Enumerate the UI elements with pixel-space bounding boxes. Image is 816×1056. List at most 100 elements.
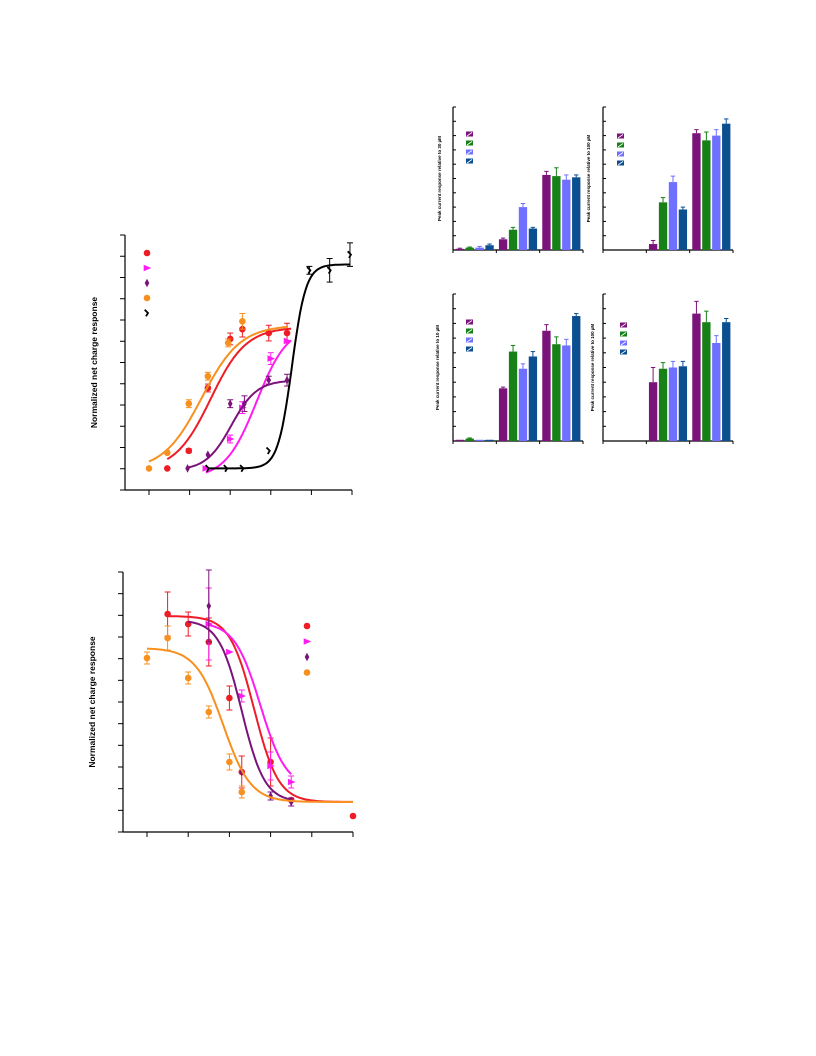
- data-point-triangle: [226, 648, 234, 656]
- data-point-diamond: [205, 450, 211, 459]
- data-point-circle: [164, 634, 171, 642]
- bar: [498, 388, 508, 441]
- y-axis-title: Peak current response relative to 10 µM: [435, 325, 440, 410]
- y-axis-title: Peak current response relative to 30 µM: [437, 136, 442, 221]
- bar: [572, 316, 581, 441]
- y-axis-title: Peak current response relative to 100 µM: [586, 135, 591, 223]
- data-point-circle: [349, 812, 357, 820]
- data-point-triangle: [267, 355, 276, 362]
- chart-bar-peak-current-100-top: Peak current response relative to 100 µM: [586, 106, 734, 253]
- data-point-circle: [163, 465, 171, 472]
- bar: [668, 182, 678, 250]
- legend-swatch-mark: [617, 143, 624, 148]
- data-point-circle: [265, 329, 273, 337]
- data-point-circle: [224, 339, 232, 347]
- bar: [528, 228, 538, 250]
- data-point-tick: [204, 464, 211, 473]
- legend-swatch-mark: [620, 350, 627, 355]
- data-point-circle: [283, 329, 291, 337]
- data-point-diamond: [206, 601, 212, 611]
- bar: [722, 322, 731, 441]
- bar: [508, 351, 518, 441]
- legend-swatch-mark: [466, 338, 473, 343]
- data-point-circle: [163, 449, 171, 457]
- fit-curve: [148, 326, 288, 463]
- bar: [542, 174, 551, 250]
- y-axis-title: Normalized net charge response: [89, 297, 99, 429]
- bar: [668, 367, 678, 441]
- legend-swatch-mark: [617, 134, 624, 139]
- bar: [465, 438, 474, 441]
- data-point-triangle: [226, 435, 235, 443]
- data-point-circle: [143, 654, 151, 662]
- data-point-circle: [143, 249, 151, 257]
- bar: [648, 244, 658, 250]
- data-point-diamond: [284, 375, 290, 385]
- data-point-diamond: [144, 278, 150, 288]
- data-point-circle: [303, 622, 311, 630]
- data-point-circle: [145, 465, 153, 472]
- bar: [678, 366, 688, 441]
- bar: [455, 248, 464, 250]
- data-point-tick: [265, 446, 271, 455]
- chart-bar-peak-current-10: Peak current response relative to 10 µM: [435, 293, 584, 444]
- bar: [475, 247, 484, 250]
- data-point-diamond: [227, 399, 233, 408]
- bar: [562, 179, 571, 250]
- fit-curve: [146, 647, 353, 803]
- bar: [552, 344, 561, 441]
- bar: [658, 202, 668, 250]
- data-point-circle: [226, 758, 233, 766]
- data-point-tick: [347, 250, 353, 259]
- data-point-tick: [144, 309, 150, 317]
- fit-curve: [188, 620, 292, 801]
- data-point-circle: [226, 694, 233, 702]
- data-point-triangle: [267, 762, 275, 770]
- y-axis-title: Peak current response relative to 100 µM: [590, 324, 595, 412]
- data-point-diamond: [268, 791, 273, 801]
- bar: [455, 439, 464, 441]
- legend-swatch-mark: [620, 332, 627, 337]
- data-point-triangle: [303, 638, 312, 645]
- chart-bar-peak-current-30: Peak current response relative to 30 µM: [437, 106, 584, 253]
- bar: [485, 245, 494, 250]
- bar: [475, 439, 484, 441]
- data-point-circle: [185, 447, 193, 455]
- legend-swatch-mark: [466, 141, 473, 146]
- bar: [678, 209, 688, 250]
- data-point-triangle: [238, 692, 247, 700]
- bar: [485, 439, 494, 441]
- bar: [692, 313, 701, 441]
- data-point-circle: [185, 400, 193, 407]
- data-point-circle: [204, 372, 212, 380]
- bar: [552, 176, 561, 250]
- data-point-diamond: [185, 464, 190, 473]
- bar: [702, 140, 711, 250]
- bar: [498, 239, 508, 250]
- bar: [518, 207, 528, 250]
- data-point-circle: [239, 318, 246, 325]
- bar: [518, 368, 528, 441]
- data-point-circle: [303, 669, 311, 676]
- fit-curve: [208, 624, 292, 775]
- legend-swatch-mark: [617, 161, 624, 166]
- legend-swatch-mark: [617, 152, 624, 157]
- legend-swatch-mark: [466, 132, 473, 137]
- data-point-tick: [223, 464, 229, 473]
- data-point-circle: [205, 708, 213, 716]
- data-point-triangle: [143, 264, 152, 272]
- data-point-tick: [306, 266, 312, 275]
- bar: [712, 343, 721, 441]
- bar: [528, 356, 538, 441]
- fit-curve: [205, 339, 292, 474]
- data-point-tick: [326, 266, 332, 275]
- data-point-circle: [143, 294, 151, 302]
- data-point-circle: [238, 788, 246, 796]
- bar: [542, 330, 551, 441]
- legend-swatch-mark: [466, 150, 473, 155]
- legend-swatch-mark: [466, 159, 473, 164]
- y-axis-title: Normalized net charge response: [87, 636, 97, 768]
- data-point-tick: [239, 464, 245, 473]
- legend-swatch-mark: [620, 323, 627, 328]
